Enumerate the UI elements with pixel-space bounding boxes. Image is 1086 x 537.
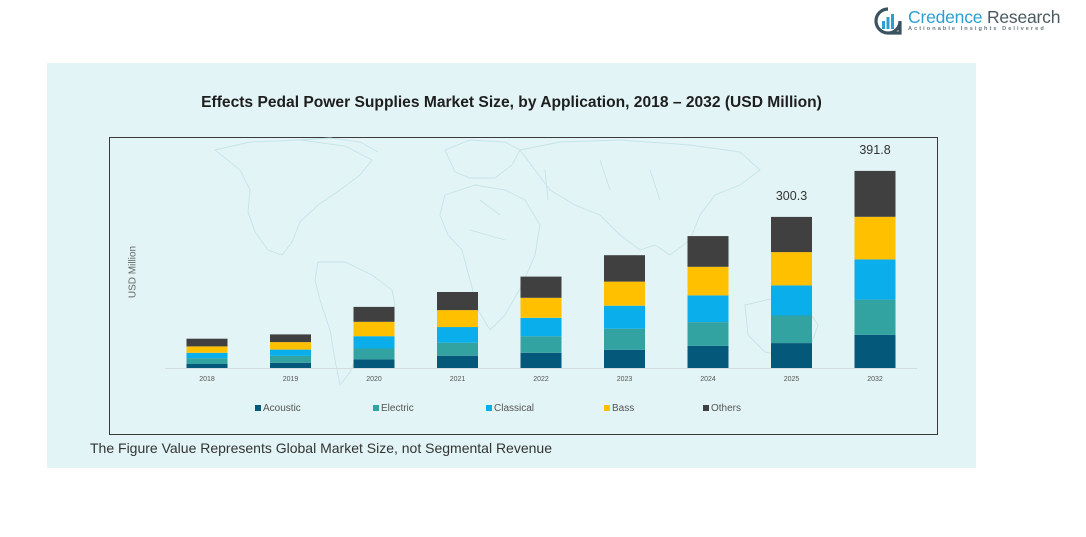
bar-segment-electric-2019 — [270, 355, 311, 363]
x-tick-label-2022: 2022 — [533, 376, 549, 383]
bar-segment-bass-2032 — [854, 216, 896, 260]
bar-segment-others-2020 — [353, 306, 395, 322]
bar-segment-electric-2023 — [604, 328, 645, 350]
bar-segment-classical-2032 — [854, 259, 896, 300]
bar-segment-others-2019 — [270, 334, 311, 343]
brand-name-part1: Credence — [908, 7, 983, 27]
x-tick-label-2032: 2032 — [867, 376, 883, 383]
bar-stack-2032 — [854, 170, 896, 368]
bar-chart-logo-icon — [874, 7, 902, 35]
brand-name: Credence Research — [908, 7, 1060, 28]
bar-segment-others-2023 — [604, 255, 645, 282]
brand-tagline: Actionable Insights Delivered — [908, 26, 1046, 32]
bar-stack-2019 — [270, 334, 311, 368]
bar-segment-electric-2022 — [520, 336, 562, 353]
x-tick-labels: 2018 2019 2020 2021 2022 2023 2024 2025 2032 — [199, 376, 883, 383]
x-tick-label-2021: 2021 — [450, 376, 466, 383]
bar-stack-2021 — [437, 292, 478, 368]
brand-name-part2: Research — [986, 7, 1061, 27]
bar-stack-2022 — [520, 276, 562, 368]
bar-segment-classical-2019 — [270, 349, 311, 356]
legend-marker-classical — [486, 405, 492, 411]
legend-item-acoustic: Acoustic — [255, 402, 301, 414]
bar-segment-bass-2018 — [186, 346, 228, 353]
bar-segment-others-2021 — [437, 292, 478, 311]
bar-segment-electric-2021 — [437, 342, 478, 356]
bar-segment-acoustic-2021 — [437, 355, 478, 368]
data-label-2025: 300.3 — [776, 189, 807, 203]
bar-segment-bass-2020 — [353, 321, 395, 337]
legend-item-classical: Classical — [486, 402, 534, 414]
bar-segment-classical-2018 — [186, 352, 228, 359]
bar-segment-acoustic-2023 — [604, 349, 645, 368]
bar-segment-acoustic-2022 — [520, 352, 562, 368]
footnote: The Figure Value Represents Global Marke… — [90, 440, 552, 456]
bar-segment-bass-2019 — [270, 342, 311, 350]
bar-segment-others-2032 — [854, 170, 896, 217]
bar-segment-classical-2020 — [353, 336, 395, 349]
bar-segment-electric-2024 — [687, 322, 729, 346]
bars-layer — [186, 170, 896, 368]
bar-segment-electric-2025 — [771, 315, 812, 343]
bar-segment-electric-2018 — [186, 358, 228, 364]
bar-segment-acoustic-2032 — [854, 334, 896, 368]
legend-label-classical: Classical — [494, 402, 535, 414]
bar-segment-bass-2021 — [437, 310, 478, 328]
world-map-background — [213, 137, 819, 387]
legend-label-electric: Electric — [381, 402, 414, 414]
bar-segment-acoustic-2018 — [186, 364, 228, 368]
bar-stack-2024 — [687, 236, 729, 368]
legend-marker-electric — [373, 405, 379, 411]
bar-segment-acoustic-2020 — [353, 359, 395, 368]
bar-segment-others-2022 — [520, 276, 562, 298]
bar-segment-others-2024 — [687, 236, 729, 267]
legend-item-bass: Bass — [604, 402, 634, 414]
legend-item-others: Others — [703, 402, 741, 414]
bar-segment-bass-2025 — [771, 252, 812, 286]
x-tick-label-2020: 2020 — [366, 376, 382, 383]
data-labels: 300.3 391.8 — [776, 143, 891, 203]
bar-segment-classical-2023 — [604, 305, 645, 329]
legend-marker-acoustic — [255, 405, 261, 411]
chart-panel — [47, 63, 976, 468]
bar-segment-others-2025 — [771, 216, 812, 253]
bar-segment-electric-2020 — [353, 348, 395, 360]
bar-segment-bass-2023 — [604, 281, 645, 306]
bar-segment-classical-2024 — [687, 295, 729, 323]
bar-segment-acoustic-2019 — [270, 362, 311, 368]
legend-marker-bass — [604, 405, 610, 411]
bar-segment-classical-2022 — [520, 317, 562, 337]
chart-title: Effects Pedal Power Supplies Market Size… — [201, 94, 822, 111]
x-tick-label-2025: 2025 — [784, 376, 800, 383]
legend-item-electric: Electric — [373, 402, 414, 414]
bar-stack-2018 — [186, 338, 228, 368]
bar-segment-acoustic-2024 — [687, 345, 729, 368]
y-axis-label: USD Million — [127, 245, 139, 299]
brand-logo: Credence Research Actionable Insights De… — [874, 4, 1064, 36]
legend-label-acoustic: Acoustic — [263, 402, 301, 414]
legend-marker-others — [703, 405, 709, 411]
bar-segment-acoustic-2025 — [771, 343, 812, 368]
bar-segment-classical-2025 — [771, 285, 812, 316]
bar-segment-electric-2032 — [854, 299, 896, 335]
bar-stack-2020 — [353, 306, 395, 368]
plot-area-frame — [109, 137, 938, 435]
bar-segment-bass-2024 — [687, 266, 729, 296]
bar-segment-others-2018 — [186, 338, 228, 347]
x-tick-label-2024: 2024 — [700, 376, 716, 383]
data-label-2032: 391.8 — [859, 143, 890, 157]
legend-label-bass: Bass — [612, 402, 635, 414]
bar-stack-2025 — [771, 216, 812, 368]
legend-label-others: Others — [711, 402, 742, 414]
bar-segment-classical-2021 — [437, 327, 478, 343]
bar-stack-2023 — [604, 255, 645, 368]
x-tick-label-2018: 2018 — [199, 376, 215, 383]
bar-segment-bass-2022 — [520, 297, 562, 318]
x-tick-label-2019: 2019 — [283, 376, 299, 383]
x-tick-label-2023: 2023 — [617, 376, 633, 383]
